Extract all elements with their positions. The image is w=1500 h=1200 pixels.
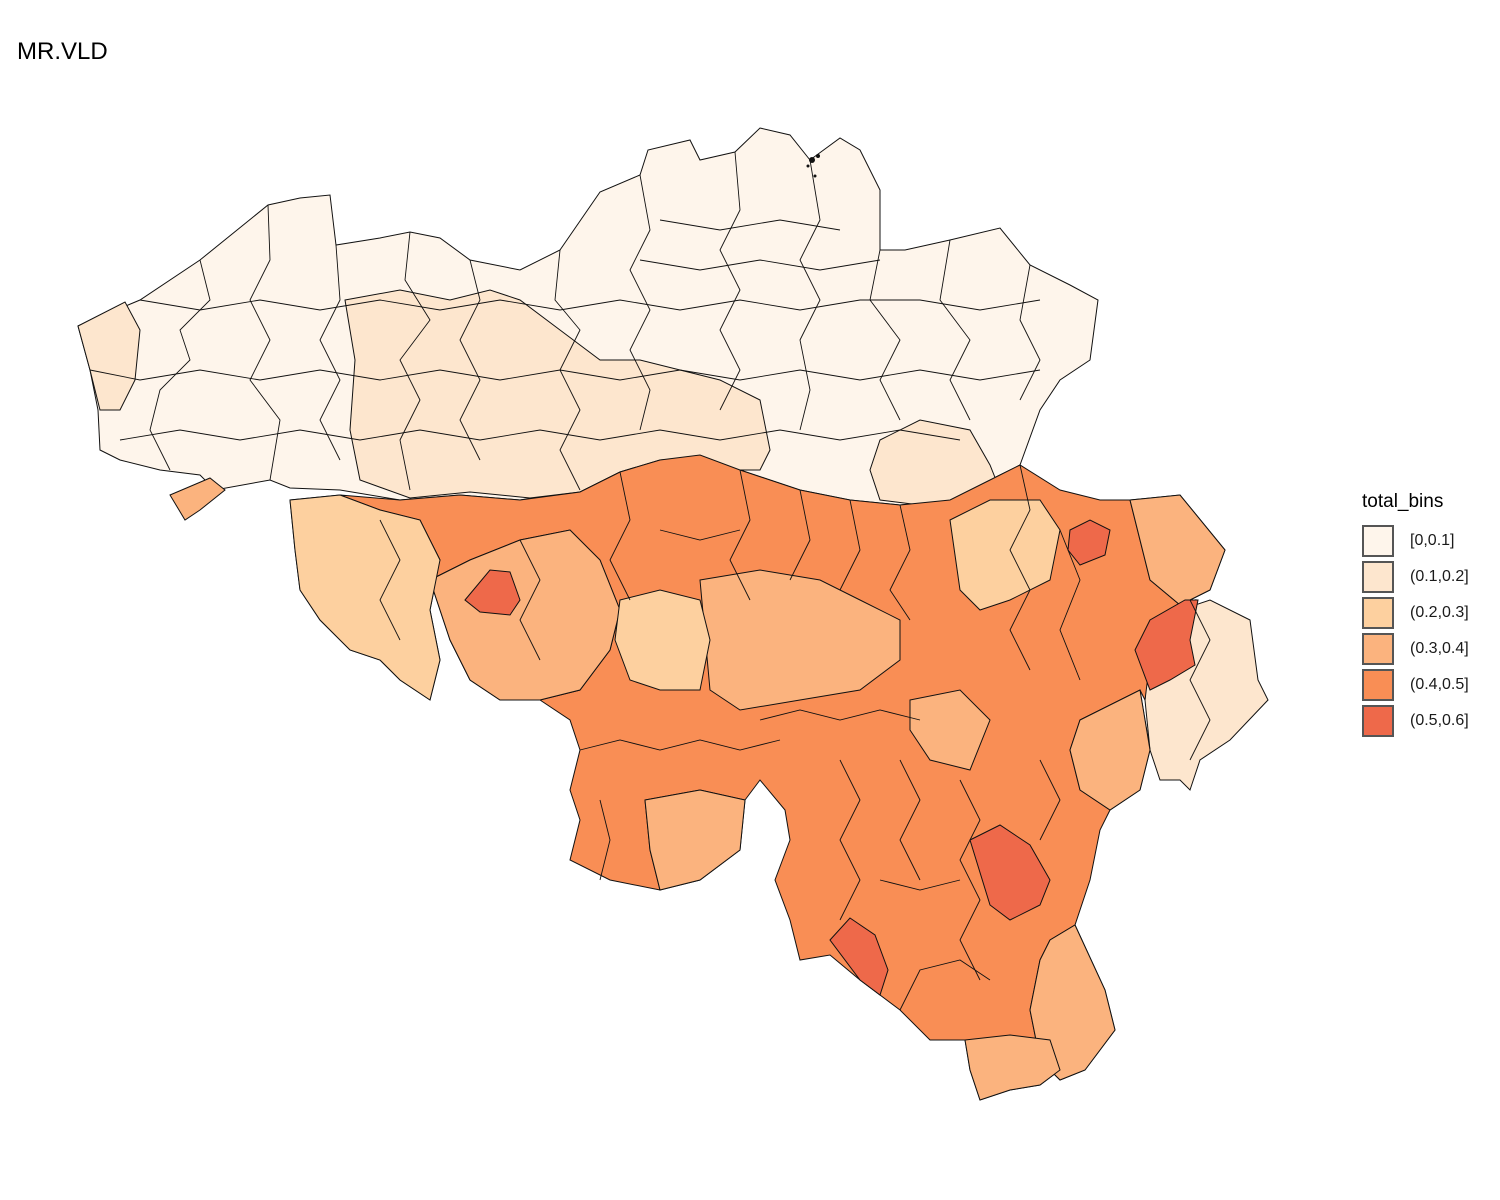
region-virton-overlay (964, 1034, 1061, 1101)
region-stavelot (1134, 599, 1199, 691)
baarle-enclaves (806, 154, 820, 178)
region-flemish-brabant (344, 289, 771, 499)
legend-item: (0.5,0.6] (1362, 703, 1469, 739)
legend-key-swatch (1362, 561, 1394, 593)
region-philippeville-overlay (644, 789, 746, 891)
region-arlon-overlay (1029, 924, 1116, 1081)
legend-label: (0.3,0.4] (1410, 640, 1469, 657)
region-koksijde (77, 301, 141, 411)
region-north-flanders (77, 127, 1099, 506)
legend-key-swatch (1362, 705, 1394, 737)
region-mouscron (169, 477, 226, 521)
legend-label: (0.1,0.2] (1410, 568, 1469, 585)
legend-key-swatch (1362, 597, 1394, 629)
region-tournai-overlay (289, 494, 441, 701)
region-verviers-overlay (949, 499, 1061, 611)
region-bouillon (829, 917, 889, 996)
legend-items: [0,0.1] (0.1,0.2] (0.2,0.3] (0.3,0.4] (0.4,0… (1362, 523, 1469, 739)
legend: total_bins [0,0.1] (0.1,0.2] (0.2,0.3] (0.3… (1362, 491, 1469, 739)
legend-key-swatch (1362, 633, 1394, 665)
region-central-hainaut-overlay (699, 569, 901, 711)
legend-label: (0.5,0.6] (1410, 712, 1469, 729)
legend-key-swatch (1362, 669, 1394, 701)
legend-title: total_bins (1362, 491, 1444, 512)
region-malmedy-overlay (1069, 689, 1151, 811)
legend-item: (0.3,0.4] (1362, 631, 1469, 667)
legend-item: [0,0.1] (1362, 523, 1469, 559)
map-title: MR.VLD (17, 38, 108, 65)
region-bastogne (969, 824, 1051, 921)
legend-item: (0.1,0.2] (1362, 559, 1469, 595)
legend-item: (0.2,0.3] (1362, 595, 1469, 631)
region-thuin-overlay (614, 589, 711, 691)
region-eupen-overlay (1129, 494, 1226, 606)
municipal-borders (89, 151, 1211, 1011)
legend-label: (0.4,0.5] (1410, 676, 1469, 693)
legend-item: (0.4,0.5] (1362, 667, 1469, 703)
region-gembloux-overlay (909, 689, 991, 771)
legend-key-swatch (1362, 525, 1394, 557)
legend-label: (0.2,0.3] (1410, 604, 1469, 621)
region-ath (464, 569, 521, 616)
legend-label: [0,0.1] (1410, 532, 1455, 549)
